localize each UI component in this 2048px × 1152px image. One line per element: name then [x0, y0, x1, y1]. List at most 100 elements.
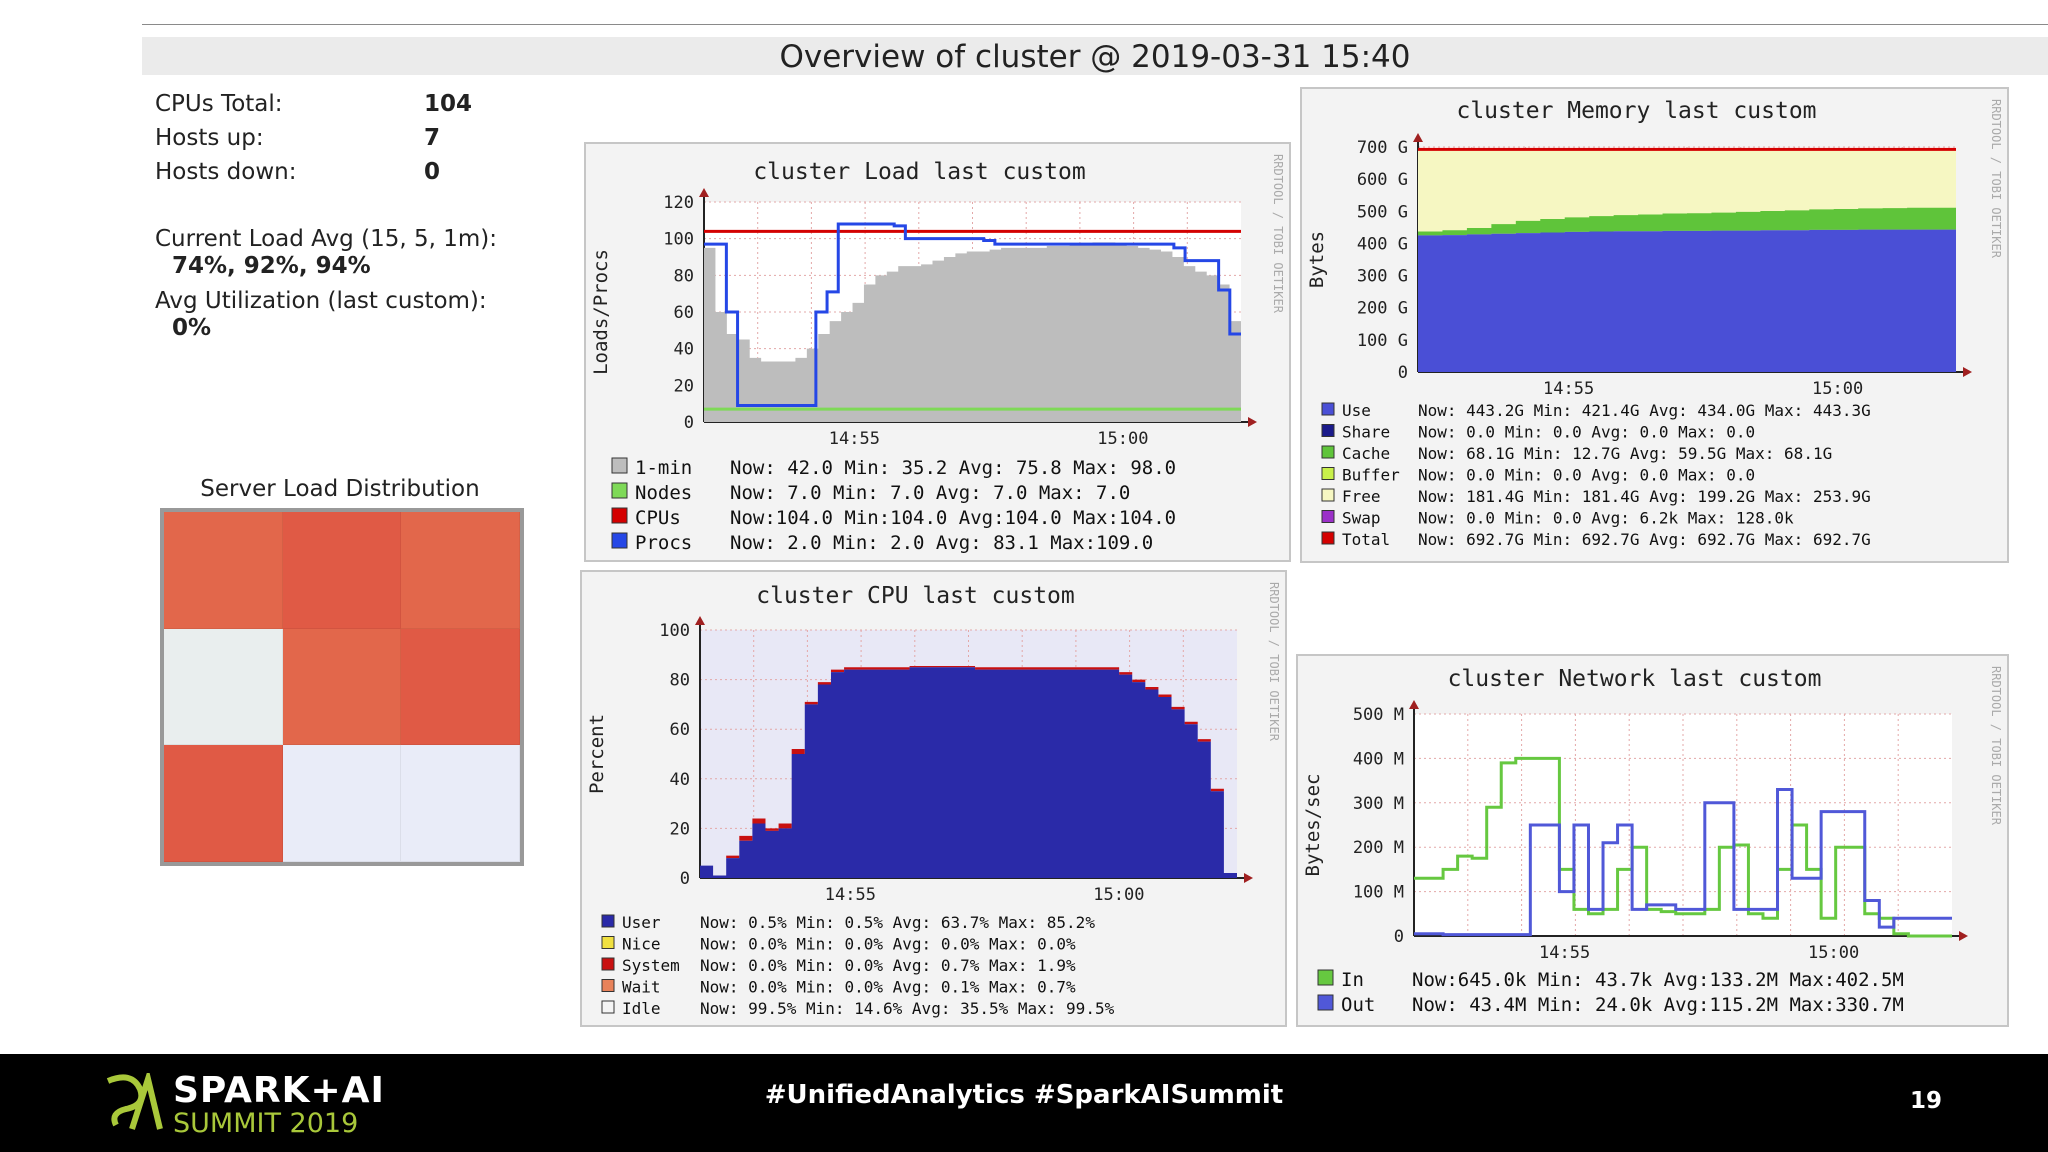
one-min-area	[704, 242, 1241, 422]
x-tick-label: 14:55	[1539, 943, 1590, 963]
legend-name: Buffer	[1342, 466, 1400, 485]
y-tick-label: 100	[663, 230, 694, 250]
x-axis-arrow-icon	[1963, 367, 1972, 377]
in-line	[1414, 756, 1952, 938]
legend-swatch	[1317, 994, 1334, 1011]
y-tick-label: 80	[670, 671, 690, 691]
server-load-cell	[401, 628, 520, 746]
y-tick-label: 20	[670, 819, 690, 839]
load-avg-value: 74%, 92%, 94%	[172, 253, 371, 279]
logo-text-line2: SUMMIT 2019	[173, 1108, 359, 1139]
cpu-chart-svg: cluster CPU last custom Percent RRDTOOL / …	[586, 582, 1281, 1018]
y-axis-label: Bytes/sec	[1302, 774, 1324, 877]
y-tick-label: 100	[659, 621, 690, 641]
legend-name: Total	[1342, 530, 1390, 549]
procs-line	[704, 222, 1241, 407]
legend-stats: Now: 2.0 Min: 2.0 Avg: 83.1 Max:109.0	[730, 532, 1153, 554]
top-rule	[142, 24, 2048, 25]
y-tick-label: 20	[674, 376, 694, 396]
y-axis-label: Loads/Procs	[590, 249, 612, 375]
legend-name: Use	[1342, 401, 1371, 420]
legend-swatch	[601, 936, 615, 949]
y-axis-arrow-icon	[699, 188, 709, 197]
legend-stats: Now: 0.0% Min: 0.0% Avg: 0.1% Max: 0.7%	[700, 978, 1076, 997]
y-tick-label: 100 M	[1353, 883, 1404, 903]
y-tick-label: 60	[674, 303, 694, 323]
rrdtool-credit: RRDTOOL / TOBI OETIKER	[1267, 582, 1281, 742]
legend-swatch	[1321, 510, 1335, 523]
legend-swatch	[601, 979, 615, 992]
legend-name: Swap	[1342, 509, 1381, 528]
chart-title: cluster Load last custom	[753, 159, 1085, 185]
cpus-total-label: CPUs Total:	[155, 91, 283, 117]
x-tick-label: 15:00	[1812, 379, 1863, 399]
footer-bar	[0, 1054, 2048, 1152]
y-axis-arrow-icon	[1413, 133, 1423, 142]
y-tick-label: 200 M	[1353, 838, 1404, 858]
load-chart-svg: cluster Load last custom Loads/Procs RRDTO…	[590, 154, 1285, 554]
x-tick-label: 14:55	[825, 885, 876, 905]
chart-title: cluster CPU last custom	[756, 583, 1075, 609]
page-title: Overview of cluster @ 2019-03-31 15:40	[779, 39, 1411, 75]
legend-stats: Now: 0.0 Min: 0.0 Avg: 0.0 Max: 0.0	[1418, 466, 1755, 485]
rrdtool-credit: RRDTOOL / TOBI OETIKER	[1989, 666, 2003, 826]
hosts-up-label: Hosts up:	[155, 125, 264, 151]
legend-swatch	[601, 914, 615, 928]
server-load-cell	[164, 628, 283, 746]
x-tick-label: 15:00	[1093, 885, 1144, 905]
hosts-down-label: Hosts down:	[155, 159, 297, 185]
legend-swatch	[611, 532, 628, 549]
y-axis-label: Percent	[586, 714, 608, 794]
legend-swatch	[611, 507, 628, 524]
x-tick-label: 15:00	[1097, 429, 1148, 449]
rrdtool-credit: RRDTOOL / TOBI OETIKER	[1271, 154, 1285, 314]
legend-stats: Now: 0.0 Min: 0.0 Avg: 6.2k Max: 128.0k	[1418, 509, 1794, 528]
title-bar: Overview of cluster @ 2019-03-31 15:40	[142, 37, 2048, 75]
legend-swatch	[601, 957, 615, 971]
x-tick-label: 15:00	[1808, 943, 1859, 963]
x-axis-arrow-icon	[1959, 931, 1968, 941]
legend-name: Nodes	[635, 482, 692, 504]
legend-name: In	[1341, 969, 1364, 991]
network-chart-panel: cluster Network last custom Bytes/sec RRDT…	[1296, 654, 2009, 1027]
y-tick-label: 0	[680, 869, 690, 889]
hosts-down-value: 0	[424, 159, 441, 185]
user-area	[700, 667, 1237, 878]
y-axis-arrow-icon	[1409, 700, 1419, 709]
out-line	[1414, 787, 1952, 937]
avg-util-value: 0%	[172, 315, 212, 341]
server-load-cell	[401, 512, 520, 629]
server-load-cell	[164, 512, 283, 629]
hosts-up-value: 7	[424, 125, 441, 151]
cpu-chart-panel: cluster CPU last custom Percent RRDTOOL / …	[580, 570, 1287, 1027]
y-tick-label: 400 G	[1357, 234, 1408, 254]
legend-stats: Now: 99.5% Min: 14.6% Avg: 35.5% Max: 99…	[700, 999, 1115, 1018]
legend-swatch	[1317, 969, 1334, 986]
legend-stats: Now: 0.0 Min: 0.0 Avg: 0.0 Max: 0.0	[1418, 423, 1755, 442]
y-tick-label: 40	[674, 340, 694, 360]
x-tick-label: 14:55	[829, 429, 880, 449]
chart-title: cluster Memory last custom	[1456, 98, 1816, 124]
y-tick-label: 300 M	[1353, 794, 1404, 814]
load-avg-label: Current Load Avg (15, 5, 1m):	[155, 226, 497, 252]
y-tick-label: 400 M	[1353, 749, 1404, 769]
server-load-heatmap	[160, 508, 524, 866]
legend-swatch	[1321, 531, 1335, 545]
legend-stats: Now: 181.4G Min: 181.4G Avg: 199.2G Max:…	[1418, 487, 1871, 506]
legend-name: System	[622, 956, 680, 975]
legend-stats: Now:104.0 Min:104.0 Avg:104.0 Max:104.0	[730, 507, 1176, 529]
legend-swatch	[1321, 424, 1335, 437]
legend-stats: Now: 443.2G Min: 421.4G Avg: 434.0G Max:…	[1418, 401, 1871, 420]
network-chart-svg: cluster Network last custom Bytes/sec RRDT…	[1302, 666, 2003, 1016]
legend-stats: Now:645.0k Min: 43.7k Avg:133.2M Max:402…	[1412, 969, 1904, 991]
legend-swatch	[601, 1000, 615, 1014]
y-tick-label: 0	[684, 413, 694, 433]
y-tick-label: 80	[674, 266, 694, 286]
legend-swatch	[1321, 467, 1335, 480]
legend-name: Nice	[622, 935, 661, 954]
legend-name: Share	[1342, 423, 1390, 442]
server-load-cell	[282, 628, 402, 746]
cache-area	[1418, 207, 1956, 372]
logo-text-line1: SPARK+AI	[173, 1070, 385, 1111]
legend-swatch	[1321, 488, 1335, 502]
